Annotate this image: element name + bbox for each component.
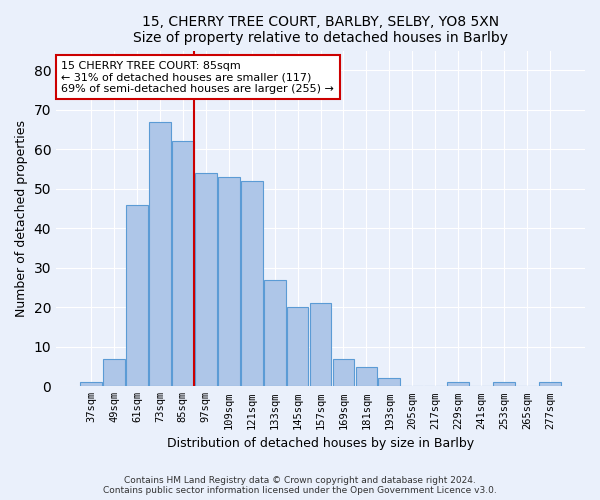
Bar	[80, 382, 102, 386]
Bar	[195, 173, 217, 386]
Bar	[103, 358, 125, 386]
Bar	[264, 280, 286, 386]
Bar	[287, 308, 308, 386]
Bar	[539, 382, 561, 386]
Bar	[493, 382, 515, 386]
Text: Contains HM Land Registry data © Crown copyright and database right 2024.
Contai: Contains HM Land Registry data © Crown c…	[103, 476, 497, 495]
Bar	[218, 177, 239, 386]
Bar	[379, 378, 400, 386]
Title: 15, CHERRY TREE COURT, BARLBY, SELBY, YO8 5XN
Size of property relative to detac: 15, CHERRY TREE COURT, BARLBY, SELBY, YO…	[133, 15, 508, 45]
X-axis label: Distribution of detached houses by size in Barlby: Distribution of detached houses by size …	[167, 437, 474, 450]
Bar	[310, 304, 331, 386]
Bar	[448, 382, 469, 386]
Bar	[172, 142, 194, 386]
Text: 15 CHERRY TREE COURT: 85sqm
← 31% of detached houses are smaller (117)
69% of se: 15 CHERRY TREE COURT: 85sqm ← 31% of det…	[61, 60, 334, 94]
Bar	[241, 181, 263, 386]
Bar	[126, 204, 148, 386]
Bar	[332, 358, 355, 386]
Bar	[356, 366, 377, 386]
Y-axis label: Number of detached properties: Number of detached properties	[15, 120, 28, 317]
Bar	[149, 122, 171, 386]
